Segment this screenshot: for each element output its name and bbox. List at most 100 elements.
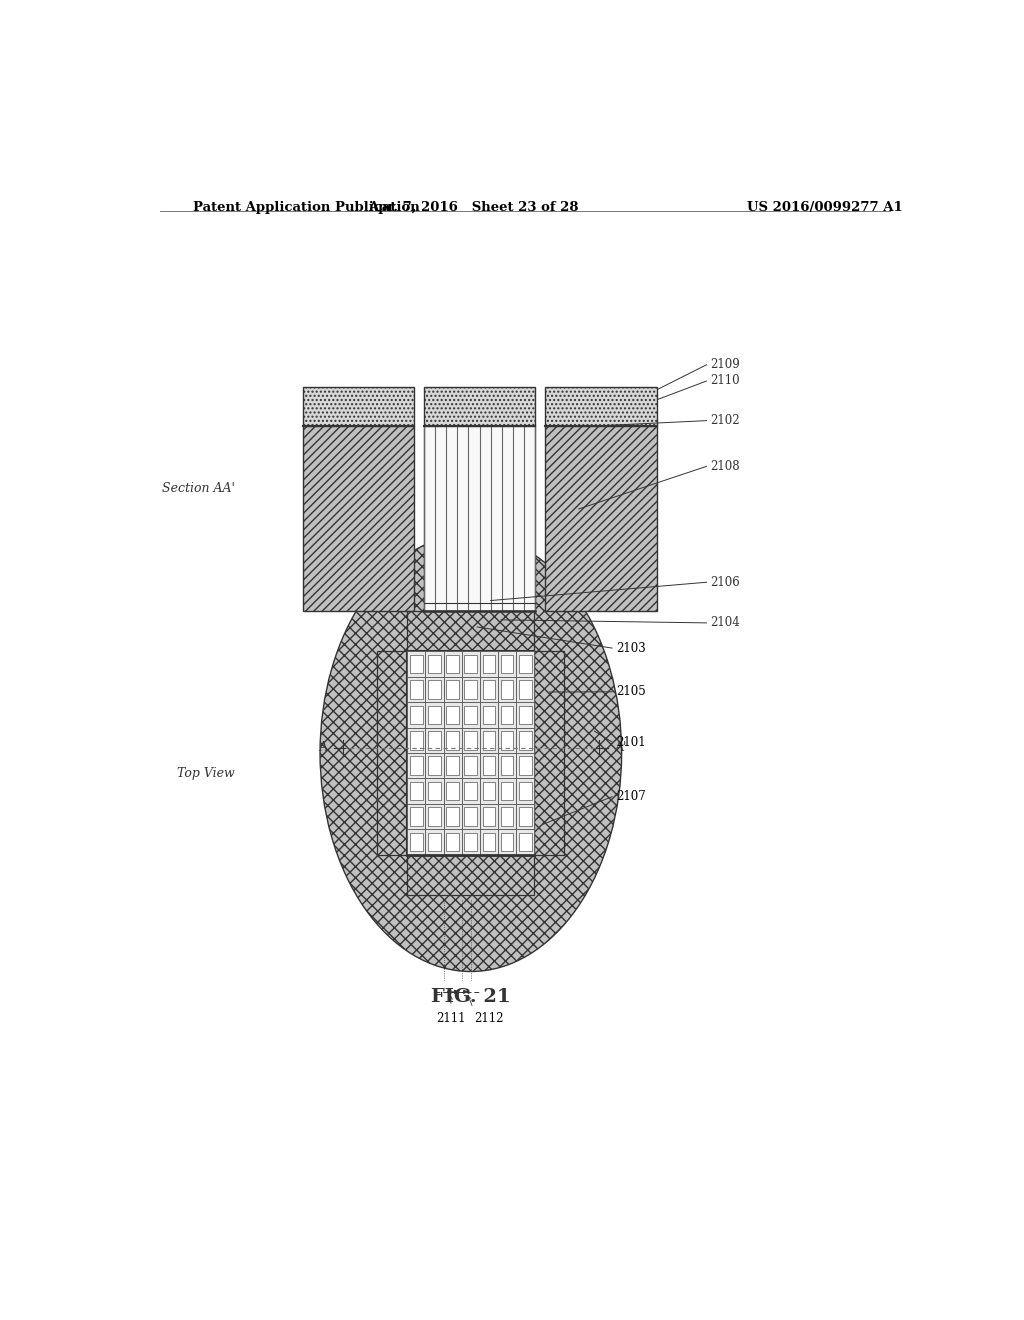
Text: 2105: 2105 <box>616 685 646 698</box>
Text: FIG. 21: FIG. 21 <box>431 987 511 1006</box>
Bar <box>410 808 423 826</box>
Bar <box>535 651 564 854</box>
Text: 2101: 2101 <box>616 735 646 748</box>
Bar <box>446 756 459 775</box>
Bar <box>443 611 516 630</box>
Text: 2109: 2109 <box>711 358 740 371</box>
Bar <box>424 387 536 426</box>
Bar <box>501 808 513 826</box>
Bar <box>443 804 462 829</box>
Bar <box>480 829 498 854</box>
Bar <box>303 426 414 611</box>
Bar <box>443 727 462 752</box>
Bar <box>516 752 535 779</box>
Bar <box>498 779 516 804</box>
Bar <box>408 651 426 677</box>
Text: 2112: 2112 <box>474 1012 504 1026</box>
Bar <box>462 702 480 727</box>
Bar <box>462 829 480 854</box>
Bar <box>516 779 535 804</box>
Bar <box>408 804 426 829</box>
Bar <box>462 779 480 804</box>
Bar <box>426 779 443 804</box>
Bar <box>501 731 513 750</box>
Bar <box>480 804 498 829</box>
Bar <box>519 731 531 750</box>
Bar <box>426 804 443 829</box>
Bar <box>428 706 441 725</box>
Bar <box>408 611 535 651</box>
Bar <box>482 680 496 698</box>
Bar <box>462 651 480 677</box>
Bar <box>426 677 443 702</box>
Bar <box>462 727 480 752</box>
Bar <box>408 702 426 727</box>
Text: 2103: 2103 <box>616 642 646 655</box>
Bar <box>446 808 459 826</box>
Bar <box>462 677 480 702</box>
Text: 2107: 2107 <box>616 791 646 803</box>
Bar <box>465 680 477 698</box>
Bar <box>546 387 656 426</box>
Bar <box>426 651 443 677</box>
Bar <box>446 731 459 750</box>
Bar <box>516 702 535 727</box>
Bar <box>501 781 513 800</box>
Bar <box>408 727 426 752</box>
Bar <box>480 752 498 779</box>
Bar <box>516 677 535 702</box>
Bar <box>443 752 462 779</box>
Bar <box>516 804 535 829</box>
Bar <box>443 651 462 677</box>
Bar <box>408 752 426 779</box>
Text: Apr. 7, 2016   Sheet 23 of 28: Apr. 7, 2016 Sheet 23 of 28 <box>368 201 579 214</box>
Text: 2106: 2106 <box>711 576 740 589</box>
Bar <box>465 781 477 800</box>
Bar <box>465 833 477 851</box>
Bar <box>498 727 516 752</box>
Text: 2104: 2104 <box>711 616 740 630</box>
Bar <box>446 655 459 673</box>
Bar <box>428 655 441 673</box>
Bar <box>480 727 498 752</box>
Bar <box>498 752 516 779</box>
Bar <box>410 706 423 725</box>
Ellipse shape <box>321 535 622 972</box>
Bar <box>426 829 443 854</box>
Bar <box>428 731 441 750</box>
Bar <box>516 727 535 752</box>
Bar <box>519 781 531 800</box>
Bar <box>519 756 531 775</box>
Bar <box>482 781 496 800</box>
Bar <box>501 706 513 725</box>
Bar <box>443 702 462 727</box>
Bar <box>410 680 423 698</box>
Bar <box>519 833 531 851</box>
Bar <box>516 829 535 854</box>
Bar <box>410 833 423 851</box>
Text: Patent Application Publication: Patent Application Publication <box>194 201 420 214</box>
Bar <box>377 651 408 854</box>
Bar <box>480 702 498 727</box>
Bar <box>426 752 443 779</box>
Bar <box>519 808 531 826</box>
Bar <box>410 731 423 750</box>
Bar <box>446 833 459 851</box>
Text: Section AA': Section AA' <box>162 482 236 495</box>
Bar <box>482 833 496 851</box>
Bar <box>424 426 536 611</box>
Bar <box>408 651 535 854</box>
Bar <box>501 833 513 851</box>
Text: 2111: 2111 <box>436 1012 466 1026</box>
Bar <box>465 731 477 750</box>
Bar <box>498 804 516 829</box>
Bar <box>465 706 477 725</box>
Bar <box>410 756 423 775</box>
Bar <box>498 651 516 677</box>
Bar <box>428 781 441 800</box>
Bar <box>501 655 513 673</box>
Bar <box>462 752 480 779</box>
Bar <box>465 808 477 826</box>
Bar <box>480 651 498 677</box>
Bar <box>519 680 531 698</box>
